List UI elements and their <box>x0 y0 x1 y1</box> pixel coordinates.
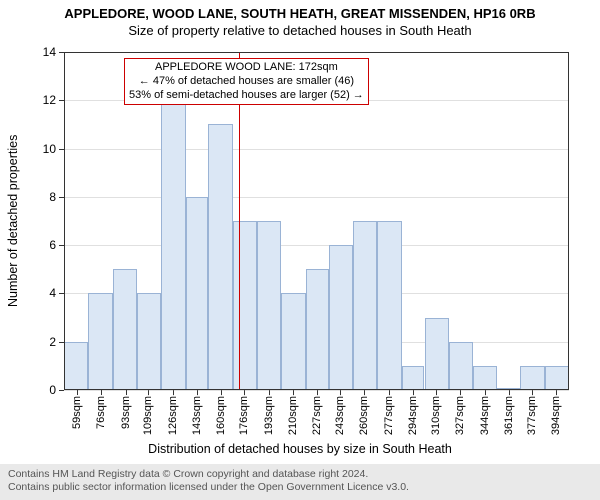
bar <box>449 342 473 390</box>
page-subtitle: Size of property relative to detached ho… <box>0 21 600 38</box>
annotation-line: 53% of semi-detached houses are larger (… <box>129 89 364 103</box>
bar <box>161 100 185 390</box>
x-tick: 59sqm <box>71 390 83 429</box>
y-tick: 12 <box>43 93 64 107</box>
x-tick: 93sqm <box>120 390 132 429</box>
y-tick: 0 <box>49 383 64 397</box>
bar <box>281 293 305 390</box>
x-tick: 344sqm <box>479 390 491 435</box>
y-axis-label: Number of detached properties <box>6 135 20 307</box>
bar <box>257 221 281 390</box>
bar <box>306 269 329 390</box>
bar <box>473 366 497 390</box>
x-tick: 160sqm <box>215 390 227 435</box>
bar <box>137 293 161 390</box>
y-tick: 4 <box>49 286 64 300</box>
x-tick: 260sqm <box>358 390 370 435</box>
grid-line <box>64 149 569 150</box>
x-tick: 377sqm <box>526 390 538 435</box>
y-tick: 6 <box>49 238 64 252</box>
bar <box>64 342 88 390</box>
x-tick: 210sqm <box>287 390 299 435</box>
bar <box>329 245 353 390</box>
grid-line <box>64 197 569 198</box>
chart: 0246810121459sqm76sqm93sqm109sqm126sqm14… <box>64 52 569 390</box>
y-tick: 14 <box>43 45 64 59</box>
x-tick: 361sqm <box>503 390 515 435</box>
bar <box>186 197 209 390</box>
annotation-box: APPLEDORE WOOD LANE: 172sqm ← 47% of det… <box>124 58 369 105</box>
y-tick: 8 <box>49 190 64 204</box>
bar <box>208 124 232 390</box>
x-tick: 193sqm <box>263 390 275 435</box>
x-tick: 294sqm <box>407 390 419 435</box>
footer-line: Contains public sector information licen… <box>8 481 592 494</box>
x-tick: 109sqm <box>142 390 154 435</box>
x-tick: 143sqm <box>191 390 203 435</box>
x-tick: 327sqm <box>454 390 466 435</box>
x-axis-label: Distribution of detached houses by size … <box>0 442 600 456</box>
annotation-line: ← 47% of detached houses are smaller (46… <box>129 75 364 89</box>
x-tick: 310sqm <box>430 390 442 435</box>
bar <box>113 269 137 390</box>
footer-line: Contains HM Land Registry data © Crown c… <box>8 468 592 481</box>
y-tick: 10 <box>43 142 64 156</box>
bar <box>377 221 401 390</box>
y-tick: 2 <box>49 335 64 349</box>
bar <box>520 366 544 390</box>
bar <box>545 366 569 390</box>
bar <box>233 221 257 390</box>
grid-line <box>64 52 569 53</box>
bar <box>425 318 449 390</box>
x-tick: 176sqm <box>238 390 250 435</box>
attribution-footer: Contains HM Land Registry data © Crown c… <box>0 464 600 500</box>
bar <box>88 293 112 390</box>
x-tick: 277sqm <box>383 390 395 435</box>
grid-line <box>64 245 569 246</box>
annotation-line: APPLEDORE WOOD LANE: 172sqm <box>129 61 364 75</box>
x-tick: 394sqm <box>550 390 562 435</box>
bar <box>353 221 377 390</box>
page-title: APPLEDORE, WOOD LANE, SOUTH HEATH, GREAT… <box>0 0 600 21</box>
bar <box>402 366 425 390</box>
x-tick: 243sqm <box>334 390 346 435</box>
x-tick: 76sqm <box>95 390 107 429</box>
x-tick: 227sqm <box>311 390 323 435</box>
x-tick: 126sqm <box>167 390 179 435</box>
